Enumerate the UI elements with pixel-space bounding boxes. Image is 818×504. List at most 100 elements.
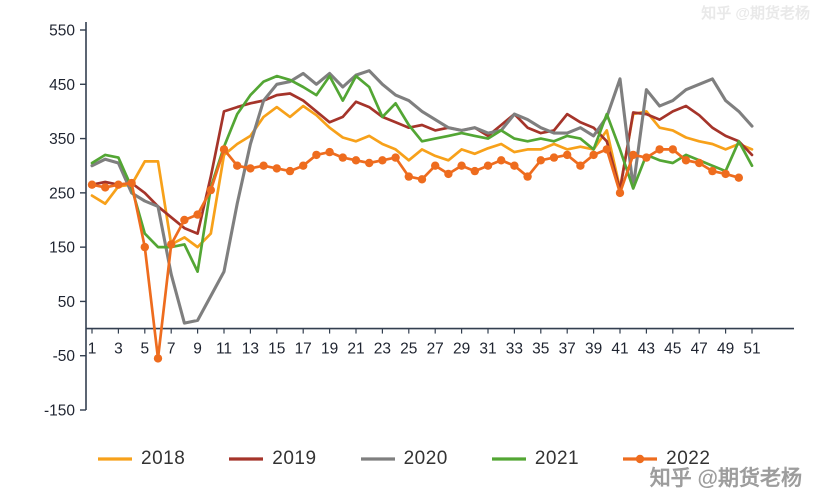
series-marker-2022	[404, 172, 413, 181]
series-marker-2022	[391, 153, 400, 162]
series-marker-2022	[272, 164, 281, 173]
x-axis-tick-label: 47	[691, 341, 708, 358]
y-axis-tick-label: 50	[58, 294, 76, 311]
x-axis-tick-label: 3	[114, 341, 123, 358]
series-marker-2022	[708, 166, 717, 176]
legend-item-2020: 2020	[360, 448, 448, 470]
series-marker-2022	[114, 180, 123, 189]
series-marker-2022	[193, 210, 202, 219]
series-marker-2022	[721, 169, 730, 179]
x-axis-tick-label: 7	[167, 341, 176, 358]
series-marker-2022	[576, 161, 585, 170]
series-marker-2022	[153, 354, 163, 363]
series-marker-2022	[510, 161, 519, 170]
series-marker-2022	[549, 153, 559, 162]
x-axis-tick-label: 49	[717, 341, 734, 358]
x-axis-tick-label: 39	[585, 341, 602, 358]
series-marker-2022	[378, 156, 387, 165]
series-marker-2022	[101, 183, 110, 192]
series-marker-2022	[734, 173, 743, 182]
series-line-2020	[90, 69, 754, 325]
chart-legend: 2018 2019 2020 2021 2022	[98, 448, 710, 470]
y-axis-tick-label: -50	[53, 348, 76, 365]
legend-label-2022: 2022	[666, 448, 711, 469]
series-line-2019	[90, 92, 754, 235]
series-marker-2022	[497, 156, 506, 165]
series-marker-2022	[219, 145, 229, 154]
legend-item-2022: 2022	[623, 448, 710, 470]
x-axis-tick-label: 35	[532, 341, 549, 358]
series-marker-2022	[338, 153, 347, 162]
series-marker-2022	[536, 156, 545, 165]
x-axis-tick-label: 15	[268, 341, 285, 358]
series-marker-2022	[431, 161, 440, 170]
series-marker-2022	[246, 164, 255, 173]
x-axis-tick-label: 25	[400, 341, 417, 358]
series-marker-2022	[444, 169, 453, 179]
x-axis-tick-label: 27	[427, 341, 444, 358]
y-axis-tick-label: -150	[44, 403, 75, 420]
x-axis-tick-label: 51	[743, 341, 760, 358]
series-marker-2022	[602, 145, 611, 154]
y-axis-tick-label: 350	[49, 131, 75, 148]
series-marker-2022	[417, 175, 427, 184]
series-marker-2022	[140, 242, 149, 252]
series-marker-2022	[167, 240, 176, 249]
x-axis-tick-label: 37	[559, 341, 576, 358]
series-marker-2022	[615, 188, 625, 198]
series-marker-2022	[312, 150, 321, 160]
series-marker-2022	[299, 161, 308, 170]
series-marker-2022	[681, 156, 691, 165]
x-axis-tick-label: 43	[638, 341, 655, 358]
x-axis-tick-label: 5	[140, 341, 149, 358]
series-marker-2022	[180, 215, 189, 225]
series-marker-2022	[285, 166, 295, 176]
legend-label-2021: 2021	[534, 448, 580, 469]
series-marker-2022	[695, 158, 704, 168]
series-marker-2022	[259, 161, 268, 170]
series-marker-2022	[325, 147, 334, 157]
series-marker-2022	[206, 185, 215, 195]
series-marker-2022	[87, 180, 97, 189]
series-marker-2022	[127, 178, 136, 188]
series-marker-2022	[483, 161, 493, 170]
series-marker-2022	[233, 161, 242, 170]
legend-swatch-2021	[491, 457, 526, 461]
x-axis-tick-label: 13	[242, 341, 259, 358]
x-axis-tick-label: 23	[374, 341, 391, 358]
legend-item-2019: 2019	[229, 448, 316, 470]
legend-swatch-2018	[98, 457, 132, 461]
series-marker-2022	[523, 172, 532, 181]
legend-label-2018: 2018	[141, 448, 186, 469]
x-axis-tick-label: 17	[295, 341, 312, 358]
legend-item-2021: 2021	[491, 448, 580, 470]
x-axis-tick-label: 33	[506, 341, 523, 358]
x-axis-tick-label: 11	[216, 341, 232, 358]
series-line-2022	[90, 148, 741, 360]
legend-swatch-2020	[360, 457, 395, 461]
x-axis-tick-label: 9	[193, 341, 202, 358]
y-axis-tick-label: 450	[49, 77, 75, 94]
x-axis-tick-label: 41	[611, 341, 628, 358]
legend-swatch-2019	[229, 457, 264, 461]
series-marker-2022	[365, 158, 374, 168]
legend-label-2019: 2019	[272, 448, 317, 469]
series-marker-2022	[629, 150, 638, 160]
y-axis-tick-label: 550	[49, 23, 75, 40]
x-axis-tick-label: 29	[453, 341, 470, 358]
series-marker-2022	[655, 145, 664, 154]
series-marker-2022	[589, 150, 598, 160]
x-axis-tick-label: 19	[321, 341, 338, 358]
series-marker-2022	[470, 166, 479, 176]
x-axis-tick-label: 21	[347, 341, 364, 358]
y-axis-tick-label: 150	[49, 240, 75, 257]
legend-swatch-2022	[623, 454, 658, 464]
series-marker-2022	[642, 153, 651, 162]
series-line-2021	[90, 74, 754, 273]
series-marker-2022	[563, 150, 572, 160]
y-axis-tick-label: 250	[49, 185, 75, 202]
x-axis-tick-label: 31	[479, 341, 496, 358]
x-axis-tick-label: 45	[664, 341, 681, 358]
